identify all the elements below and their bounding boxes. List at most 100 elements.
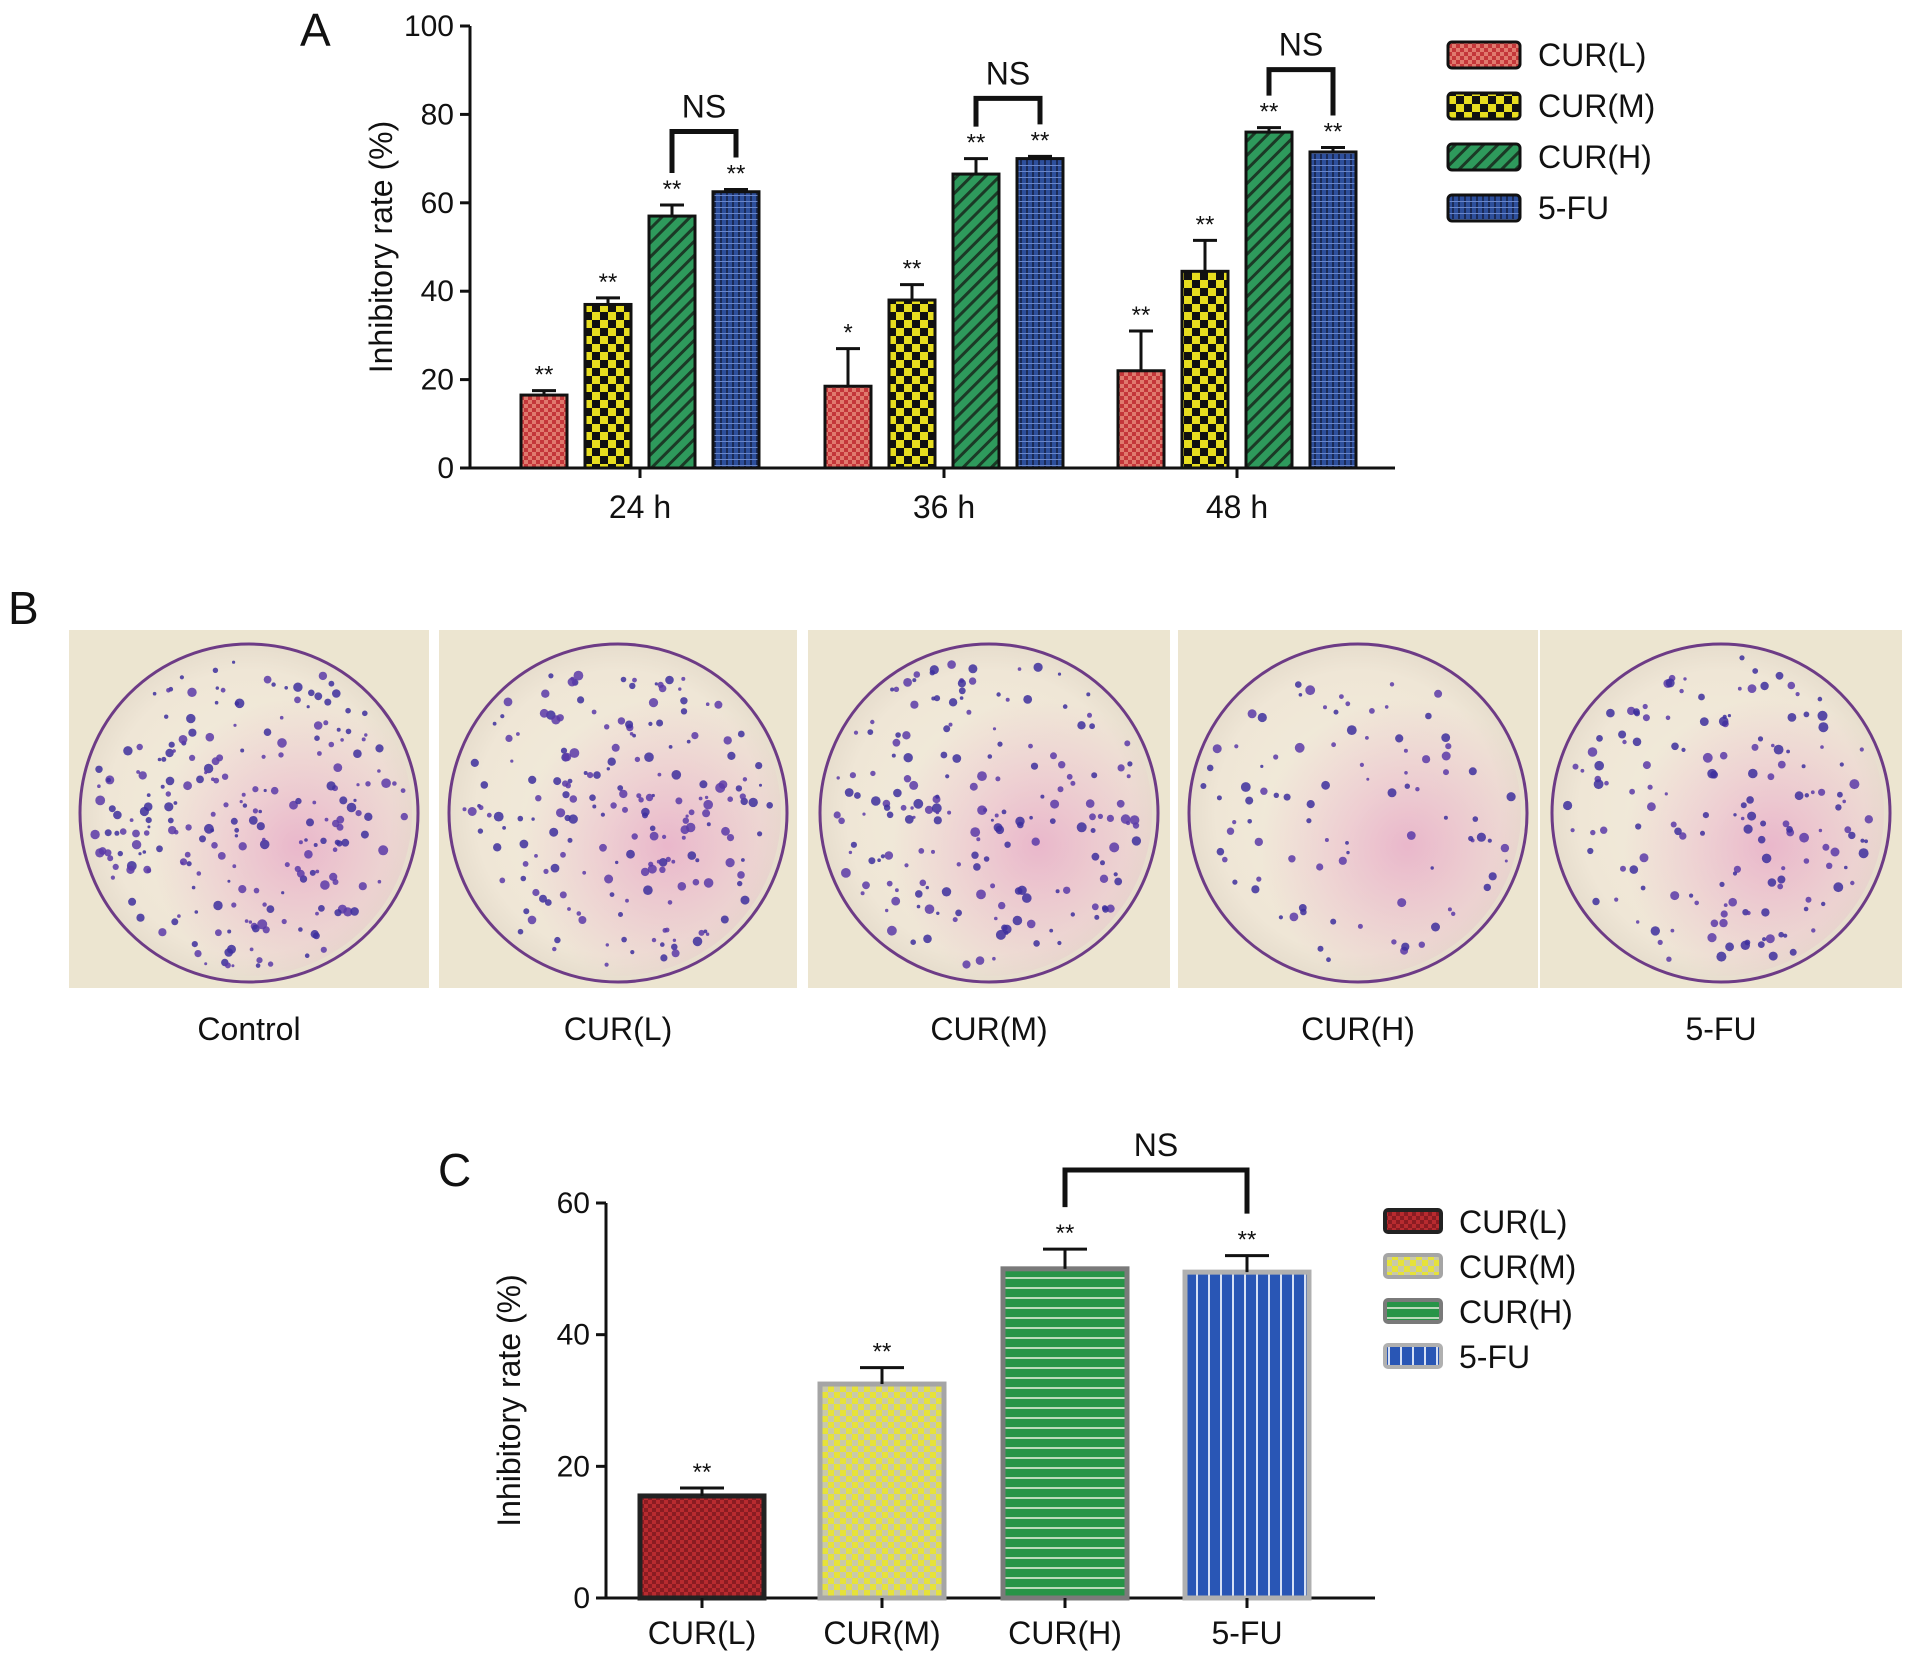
colony-dot: [1786, 826, 1793, 833]
colony-dot: [718, 780, 728, 789]
colony-dot: [1406, 831, 1416, 840]
colony-dot: [1022, 893, 1032, 903]
colony-dot: [757, 831, 763, 837]
legend-swatch: [1383, 1208, 1443, 1234]
colony-dot: [1062, 704, 1068, 709]
colony-dot: [1606, 708, 1615, 718]
colony-dot: [210, 828, 215, 833]
colony-dot: [1848, 831, 1856, 840]
colony-dot: [1260, 764, 1264, 769]
colony-dot: [640, 867, 650, 877]
colony-dot: [1232, 879, 1238, 885]
colony-dot: [183, 781, 193, 791]
significance-label: **: [535, 362, 554, 389]
colony-dot: [1864, 815, 1874, 824]
colony-dot: [240, 748, 245, 753]
colony-dot: [1076, 822, 1087, 833]
significance-label: **: [873, 1339, 892, 1366]
colony-dot: [1767, 878, 1777, 887]
colony-dot: [1298, 693, 1303, 697]
colony-dot: [296, 869, 305, 878]
colony-dot: [1733, 865, 1741, 873]
colony-dot: [870, 770, 876, 777]
colony-dot: [1572, 763, 1579, 770]
colony-dot: [977, 771, 987, 781]
colony-dot: [925, 885, 929, 890]
colony-dot: [662, 834, 667, 840]
colony-dot: [1004, 841, 1011, 848]
colony-dot: [1234, 744, 1239, 749]
colony-dot: [1487, 838, 1492, 843]
colony-dot: [1232, 820, 1237, 825]
colony-dot: [577, 696, 585, 704]
colony-dot: [755, 762, 763, 770]
colony-dot: [943, 725, 951, 733]
colony-dot: [238, 842, 247, 851]
colony-dot: [910, 939, 916, 945]
colony-dot: [644, 752, 654, 762]
colony-dot: [224, 948, 233, 957]
colony-dot: [279, 715, 284, 720]
colony-dot: [1049, 928, 1054, 933]
colony-dot: [1346, 850, 1350, 855]
colony-dot: [1346, 725, 1357, 735]
colony-dot: [214, 700, 219, 705]
colony-dot: [232, 660, 236, 664]
colony-dot: [377, 769, 381, 773]
colony-dot: [854, 792, 861, 799]
colony-dot: [933, 816, 942, 825]
colony-dot: [919, 879, 927, 887]
colony-dot: [1326, 957, 1331, 963]
colony-dot: [868, 857, 876, 865]
colony-dot: [672, 938, 677, 942]
colony-dot: [381, 778, 391, 788]
colony-dot: [952, 754, 962, 763]
colony-dot: [295, 797, 302, 805]
colony-dot: [1698, 693, 1705, 701]
colony-dot: [1245, 796, 1254, 805]
colony-dot: [605, 943, 609, 947]
colony-dot: [880, 854, 886, 859]
colony-dot: [556, 714, 564, 722]
colony-dot: [1859, 747, 1864, 752]
bar-1: [823, 384, 873, 470]
colony-dot: [528, 775, 537, 785]
colony-dot: [929, 665, 939, 675]
colony-dot: [931, 803, 942, 814]
colony-dot: [340, 738, 344, 742]
colony-dot: [604, 874, 614, 884]
colony-dot: [638, 797, 644, 803]
colony-dot: [578, 916, 587, 924]
colony-dot: [224, 962, 231, 969]
colony-dot: [1097, 813, 1103, 820]
colony-dot: [990, 883, 996, 889]
colony-dot: [204, 771, 208, 775]
colony-dot: [1033, 940, 1040, 947]
colony-dot: [862, 812, 866, 816]
colony-dot: [1260, 787, 1268, 795]
colony-dot: [1839, 762, 1844, 767]
colony-dot: [903, 753, 913, 763]
legend-label: CUR(H): [1459, 1294, 1573, 1330]
y-axis-title: Inhibitory rate (%): [363, 121, 399, 374]
colony-dot: [112, 863, 119, 871]
colony-dot: [565, 782, 571, 789]
colony-dot: [1719, 918, 1728, 928]
colony-dot: [1642, 703, 1648, 710]
colony-dot: [238, 885, 247, 894]
colony-dot: [539, 708, 549, 718]
colony-dot: [737, 880, 743, 887]
colony-dot: [1040, 794, 1045, 799]
colony-dot: [493, 843, 502, 852]
colony-dot: [995, 776, 1001, 782]
colony-dot: [1117, 764, 1125, 772]
colony-dot: [223, 802, 229, 808]
colony-dot: [1842, 799, 1846, 804]
colony-dot: [211, 757, 220, 766]
colony-dot: [1397, 898, 1407, 908]
colony-dot: [1049, 818, 1056, 824]
colony-dot: [1740, 940, 1751, 950]
colony-dot: [314, 692, 323, 701]
colony-dot: [1710, 770, 1718, 779]
colony-dot: [903, 678, 912, 687]
